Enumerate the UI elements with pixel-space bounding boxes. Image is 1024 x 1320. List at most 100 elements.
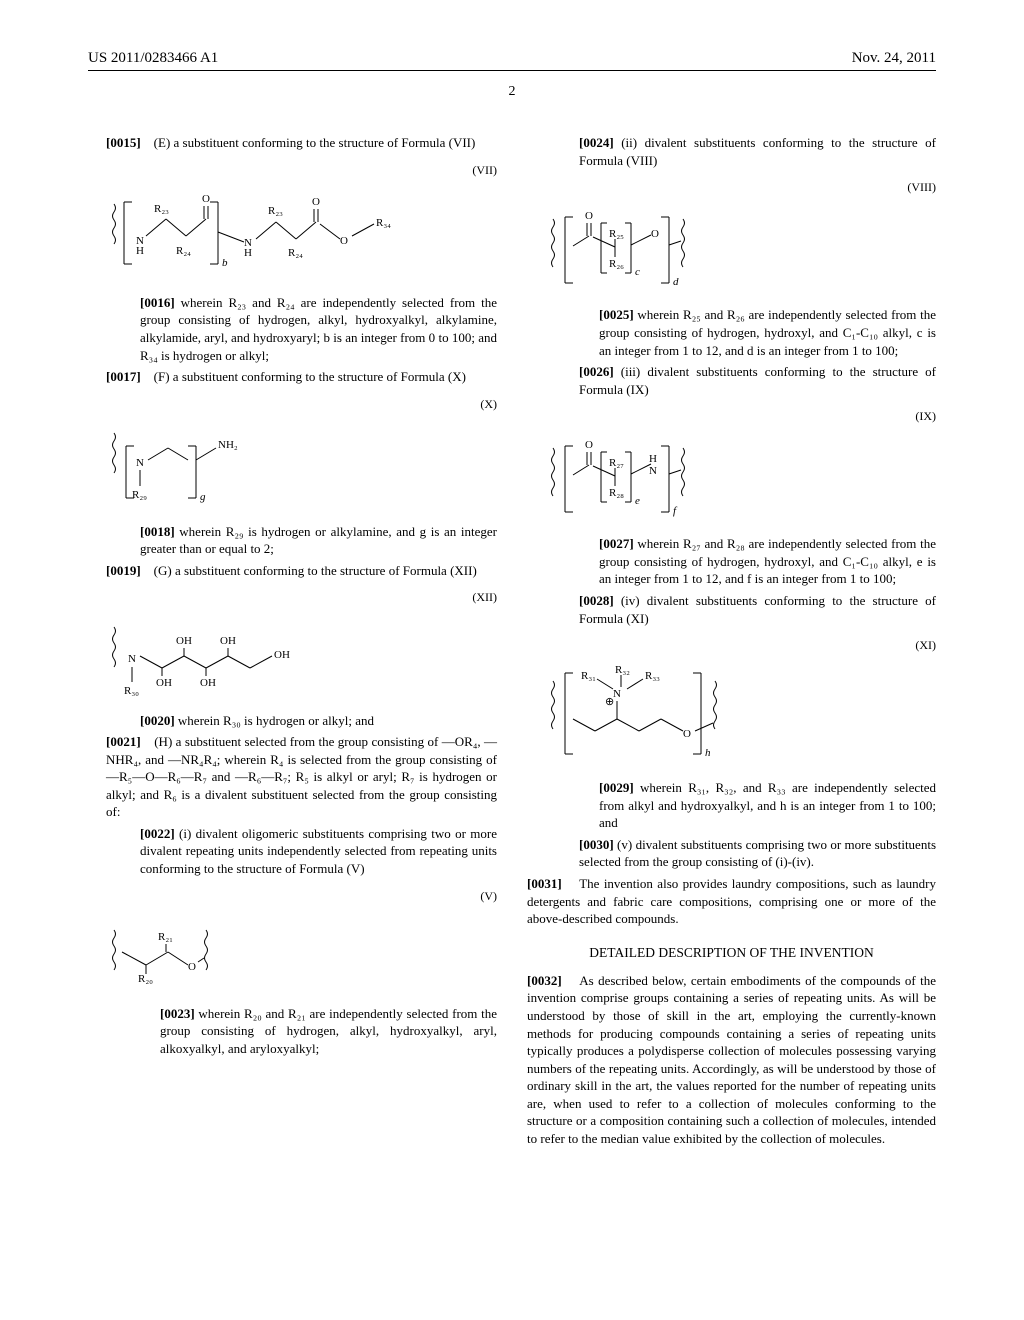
para-0032-text: As described below, certain embodiments …	[527, 973, 936, 1146]
para-0018-text: wherein R₂₉ is hydrogen or alkylamine, a…	[140, 524, 497, 557]
svg-text:O: O	[683, 728, 691, 740]
left-column: [0015] (E) a substituent conforming to t…	[88, 130, 497, 1151]
para-0019-num: [0019]	[106, 563, 141, 578]
para-0025: [0025] wherein R₂₅ and R₂₆ are independe…	[599, 306, 936, 359]
para-0031-num: [0031]	[527, 876, 562, 891]
para-0026: [0026] (iii) divalent substituents confo…	[579, 363, 936, 398]
para-0027: [0027] wherein R₂₇ and R₂₈ are independe…	[599, 535, 936, 588]
para-0022: [0022] (i) divalent oligomeric substitue…	[140, 825, 497, 878]
para-0029-text: wherein R₃₁, R₃₂, and R₃₃ are independen…	[599, 780, 936, 830]
svg-text:N: N	[128, 653, 136, 665]
para-0017-num: [0017]	[106, 369, 141, 384]
para-0024-num: [0024]	[579, 135, 614, 150]
page-number: 2	[88, 83, 936, 102]
para-0023-num: [0023]	[160, 1006, 195, 1021]
svg-text:d: d	[673, 276, 679, 288]
section-title: DETAILED DESCRIPTION OF THE INVENTION	[527, 944, 936, 962]
formula-x: N R₂₉ g NH₂	[106, 418, 497, 513]
para-0032: [0032] As described below, certain embod…	[527, 972, 936, 1147]
svg-text:H: H	[244, 247, 252, 259]
para-0032-num: [0032]	[527, 973, 562, 988]
para-0030-text: (v) divalent substituents comprising two…	[579, 837, 936, 870]
para-0027-num: [0027]	[599, 536, 634, 551]
svg-text:R₂₁: R₂₁	[158, 931, 173, 943]
formula-v-label: (V)	[88, 888, 497, 904]
header-right: Nov. 24, 2011	[852, 48, 936, 68]
para-0019-text: (G) a substituent conforming to the stru…	[144, 563, 477, 578]
svg-text:e: e	[635, 495, 640, 507]
para-0027-text: wherein R₂₇ and R₂₈ are independently se…	[599, 536, 936, 586]
svg-text:O: O	[585, 210, 593, 222]
formula-vii-label: (VII)	[88, 162, 497, 178]
para-0029: [0029] wherein R₃₁, R₃₂, and R₃₃ are ind…	[599, 779, 936, 832]
formula-xii-label: (XII)	[88, 589, 497, 605]
svg-text:O: O	[312, 196, 320, 208]
para-0023: [0023] wherein R₂₀ and R₂₁ are independe…	[160, 1005, 497, 1058]
svg-text:R₃₂: R₃₂	[615, 664, 630, 676]
svg-text:O: O	[651, 228, 659, 240]
svg-text:R₃₃: R₃₃	[645, 670, 660, 682]
para-0025-num: [0025]	[599, 307, 634, 322]
para-0015: [0015] (E) a substituent conforming to t…	[106, 134, 497, 152]
para-0026-num: [0026]	[579, 364, 614, 379]
svg-text:OH: OH	[200, 677, 216, 689]
formula-xi-label: (XI)	[527, 637, 936, 653]
formula-xii: N R₃₀ OH OH OH OH O	[106, 612, 497, 702]
svg-text:H: H	[649, 453, 657, 465]
svg-text:N: N	[649, 465, 657, 477]
page-header: US 2011/0283466 A1 Nov. 24, 2011	[88, 48, 936, 71]
para-0019: [0019] (G) a substituent conforming to t…	[106, 562, 497, 580]
svg-text:R₂₆: R₂₆	[609, 258, 624, 270]
para-0015-num: [0015]	[106, 135, 141, 150]
svg-text:g: g	[200, 491, 206, 503]
svg-text:c: c	[635, 266, 640, 278]
patent-page: US 2011/0283466 A1 Nov. 24, 2011 2 [0015…	[0, 0, 1024, 1320]
para-0031-text: The invention also provides laundry comp…	[527, 876, 936, 926]
para-0023-text: wherein R₂₀ and R₂₁ are independently se…	[160, 1006, 497, 1056]
svg-text:O: O	[202, 193, 210, 205]
header-left: US 2011/0283466 A1	[88, 48, 218, 68]
svg-text:H: H	[136, 245, 144, 257]
para-0021-text: (H) a substituent selected from the grou…	[106, 734, 497, 819]
para-0029-num: [0029]	[599, 780, 634, 795]
svg-text:R₂₃: R₂₃	[268, 205, 283, 217]
svg-text:R₂₇: R₂₇	[609, 457, 624, 469]
svg-text:OH: OH	[220, 635, 236, 647]
para-0028-num: [0028]	[579, 593, 614, 608]
para-0021-num: [0021]	[106, 734, 141, 749]
svg-text:h: h	[705, 747, 711, 759]
formula-vii: N H R₂₃ R₂₄ O b N H R₂₃	[106, 184, 497, 284]
svg-text:N: N	[136, 457, 144, 469]
svg-text:O: O	[585, 439, 593, 451]
svg-text:R₃₀: R₃₀	[124, 685, 139, 697]
svg-text:R₂₄: R₂₄	[176, 245, 191, 257]
para-0024-text: (ii) divalent substituents conforming to…	[579, 135, 936, 168]
para-0028: [0028] (iv) divalent substituents confor…	[579, 592, 936, 627]
para-0016: [0016] wherein R₂₃ and R₂₄ are independe…	[140, 294, 497, 364]
formula-x-label: (X)	[88, 396, 497, 412]
svg-text:R₃₁: R₃₁	[581, 670, 596, 682]
para-0028-text: (iv) divalent substituents conforming to…	[579, 593, 936, 626]
svg-text:R₃₄: R₃₄	[376, 217, 391, 229]
formula-ix-label: (IX)	[527, 408, 936, 424]
svg-text:R₂₃: R₂₃	[154, 203, 169, 215]
svg-text:OH: OH	[176, 635, 192, 647]
svg-text:R₂₅: R₂₅	[609, 228, 624, 240]
svg-text:R₂₉: R₂₉	[132, 489, 147, 501]
para-0020-num: [0020]	[140, 713, 175, 728]
svg-text:R₂₄: R₂₄	[288, 247, 303, 259]
para-0017: [0017] (F) a substituent conforming to t…	[106, 368, 497, 386]
svg-text:R₂₀: R₂₀	[138, 973, 153, 985]
svg-text:OH: OH	[156, 677, 172, 689]
para-0020-text: wherein R₃₀ is hydrogen or alkyl; and	[178, 713, 374, 728]
para-0021: [0021] (H) a substituent selected from t…	[106, 733, 497, 821]
para-0016-num: [0016]	[140, 295, 175, 310]
para-0024: [0024] (ii) divalent substituents confor…	[579, 134, 936, 169]
formula-xi: N ⊕ R₃₁ R₃₂ R₃₃ O h	[545, 659, 936, 769]
svg-text:f: f	[673, 505, 678, 517]
formula-viii: O R₂₅ R₂₆ c O d	[545, 201, 936, 296]
svg-text:O: O	[188, 961, 196, 973]
two-column-layout: [0015] (E) a substituent conforming to t…	[88, 130, 936, 1151]
para-0017-text: (F) a substituent conforming to the stru…	[144, 369, 466, 384]
para-0015-text: (E) a substituent conforming to the stru…	[144, 135, 475, 150]
